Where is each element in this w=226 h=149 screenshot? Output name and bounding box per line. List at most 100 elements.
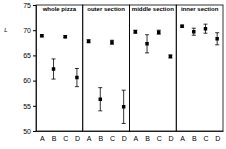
x-axis: ABCD (177, 131, 224, 142)
error-bar (133, 30, 137, 33)
x-axis-line (83, 131, 130, 132)
error-bar-cap (98, 87, 102, 88)
x-tick-label: D (215, 135, 220, 142)
point (40, 34, 43, 37)
plot-frame (176, 5, 223, 131)
y-tick: 60 (23, 77, 36, 84)
point (87, 40, 90, 43)
y-tick-label: 75 (23, 2, 31, 9)
error-bar (110, 40, 114, 44)
x-axis: ABCD (37, 131, 84, 142)
error-bar (157, 30, 161, 34)
y-tick-label: 60 (23, 77, 31, 84)
point (75, 76, 78, 79)
error-bar-cap (215, 32, 219, 33)
x-tick-label: D (122, 135, 127, 142)
y-axis-label: L (4, 27, 7, 33)
y-tick-mark (33, 55, 36, 56)
panel-title: whole pizza (42, 6, 77, 12)
point (110, 41, 113, 44)
x-tick: B (145, 131, 150, 142)
point (169, 55, 172, 58)
y-tick-mark (33, 131, 36, 132)
x-tick-label: A (180, 135, 185, 142)
marks (133, 30, 172, 58)
x-tick: D (215, 131, 220, 142)
error-bar (122, 90, 126, 123)
x-axis-line (37, 131, 84, 132)
x-tick-label: B (145, 135, 150, 142)
error-bar (63, 36, 67, 38)
error-bar-cap (203, 33, 207, 34)
error-bar (180, 25, 184, 27)
panel: ABCD (130, 5, 177, 142)
point (134, 30, 137, 33)
error-bar-cap (52, 58, 56, 59)
marks (87, 40, 126, 124)
x-tick: C (157, 131, 162, 142)
y-tick: 75 (23, 2, 36, 9)
error-bar (192, 28, 196, 35)
x-tick-label: A (87, 135, 92, 142)
error-bar-cap (75, 68, 79, 69)
y-tick: 65 (23, 52, 36, 59)
error-bar (145, 35, 149, 53)
point (122, 105, 125, 108)
error-bar (203, 24, 207, 33)
panel-title: inner section (181, 6, 219, 12)
error-bar (98, 88, 102, 111)
point (63, 35, 66, 38)
error-bar (87, 40, 91, 43)
x-tick-label: A (134, 135, 139, 142)
point (99, 98, 102, 101)
x-tick: A (87, 131, 92, 142)
point (157, 30, 160, 33)
plot-frame (36, 5, 83, 131)
y-tick: 50 (23, 128, 36, 135)
x-tick: A (180, 131, 185, 142)
error-bar-cap (145, 52, 149, 53)
x-tick-label: C (157, 135, 162, 142)
x-axis: ABCD (130, 131, 177, 142)
point (52, 67, 55, 70)
x-tick: D (122, 131, 127, 142)
x-tick-label: D (75, 135, 80, 142)
chart: ABCD505560657075Lwhole pizzaABCDouter se… (0, 0, 226, 149)
error-bar-cap (145, 34, 149, 35)
x-tick: C (203, 131, 208, 142)
y-tick: 55 (23, 103, 36, 110)
y-tick-mark (33, 5, 36, 6)
x-tick: D (75, 131, 80, 142)
error-bar-cap (122, 123, 126, 124)
point (215, 37, 218, 40)
panel-title: outer section (87, 6, 125, 12)
panel: ABCD (176, 5, 223, 142)
x-tick: C (63, 131, 68, 142)
error-bar-cap (203, 24, 207, 25)
panel: ABCD (83, 5, 130, 142)
y-tick-mark (33, 81, 36, 82)
point (204, 27, 207, 30)
x-tick-label: B (192, 135, 197, 142)
error-bar (52, 59, 56, 79)
y-tick-label: 65 (23, 52, 31, 59)
x-axis-line (130, 131, 177, 132)
y-tick-label: 55 (23, 103, 31, 110)
error-bar-cap (75, 86, 79, 87)
y-axis-line (33, 6, 37, 132)
error-bar-cap (52, 79, 56, 80)
x-tick: C (110, 131, 115, 142)
x-axis: ABCD (83, 131, 130, 142)
x-tick-label: C (110, 135, 115, 142)
marks (180, 24, 219, 45)
error-bar (215, 33, 219, 45)
x-tick-label: A (40, 135, 45, 142)
x-tick: B (52, 131, 57, 142)
x-tick-label: C (63, 135, 68, 142)
error-bar-cap (192, 35, 196, 36)
x-tick-label: B (52, 135, 57, 142)
error-bar-cap (122, 90, 126, 91)
panel-title: middle section (132, 6, 174, 12)
error-bar (168, 55, 172, 58)
plot-frame (83, 5, 130, 131)
